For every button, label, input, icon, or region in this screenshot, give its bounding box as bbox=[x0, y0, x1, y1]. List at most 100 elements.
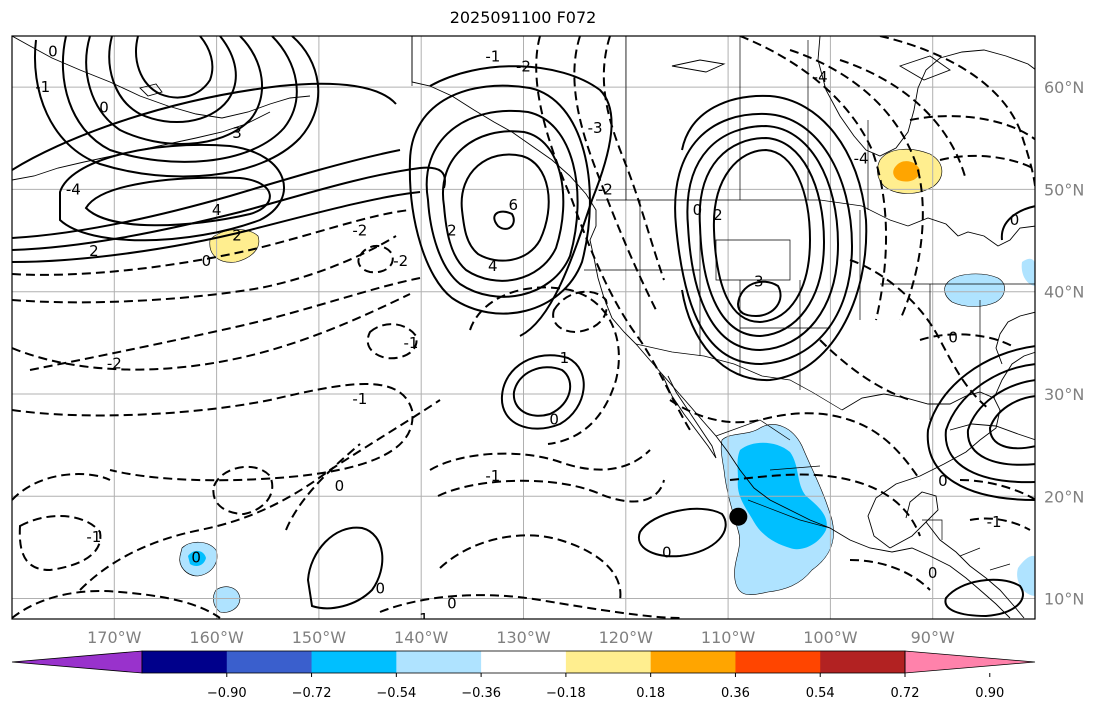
coastline-yucatan bbox=[889, 491, 939, 549]
contour-pos-10 bbox=[34, 36, 320, 178]
lat-tick-label: 30°N bbox=[1044, 385, 1084, 404]
location-marker bbox=[729, 507, 748, 526]
lon-tick-label: 170°W bbox=[87, 628, 142, 647]
longitude-tick-labels: 170°W 160°W 150°W 140°W 130°W 120°W 110°W 100°W… bbox=[87, 628, 955, 647]
contour-neg-26 bbox=[879, 36, 1035, 201]
contour-label: 0 bbox=[376, 579, 386, 597]
contour-high-130w-5 bbox=[408, 84, 591, 315]
contour-east-2 bbox=[966, 379, 1035, 466]
contour-label: 0 bbox=[662, 544, 672, 562]
border-us-mexico bbox=[635, 343, 843, 411]
contour-pos-2 bbox=[12, 191, 421, 263]
lat-tick-label: 20°N bbox=[1044, 487, 1084, 506]
contour-label: 2 bbox=[447, 221, 457, 239]
contour-neg-24 bbox=[789, 49, 924, 321]
map-frame bbox=[11, 35, 1036, 620]
contour-neg-17 bbox=[439, 534, 622, 601]
lat-tick-label: 60°N bbox=[1044, 78, 1084, 97]
contour-label: -4 bbox=[66, 180, 81, 198]
shade-pacific-blue-1 bbox=[188, 550, 206, 566]
coastline-central-america bbox=[925, 521, 1025, 619]
coastline-hudson-bay bbox=[817, 36, 1035, 157]
shade-hudson-orange bbox=[893, 161, 920, 182]
contour-label: 4 bbox=[212, 201, 222, 219]
contour-high-110w-4 bbox=[686, 124, 840, 352]
contour-neg-16 bbox=[379, 594, 681, 619]
contour-high-110w-6 bbox=[681, 94, 868, 382]
contour-neg-15 bbox=[437, 479, 665, 503]
contour-aleutian-low-outer bbox=[12, 82, 397, 171]
coastline-baja bbox=[661, 373, 717, 459]
lon-tick-label: 90°W bbox=[911, 628, 955, 647]
colorbar-tick-label: −0.72 bbox=[292, 686, 332, 701]
lon-tick-label: 100°W bbox=[803, 628, 858, 647]
contour-neg-13 bbox=[285, 443, 361, 531]
contour-neg-3 bbox=[12, 293, 411, 371]
contour-high-130w-1 bbox=[493, 210, 515, 230]
coastlines bbox=[12, 36, 1035, 619]
contour-high-130w-3 bbox=[441, 130, 565, 282]
contour-label: -2 bbox=[107, 354, 122, 372]
coastline-bering-islands bbox=[139, 55, 951, 97]
shaded-anomaly-regions bbox=[179, 148, 1035, 613]
contour-high-130w-4 bbox=[425, 109, 579, 298]
contour-neg-6 bbox=[366, 323, 418, 360]
colorbar-outline bbox=[141, 650, 906, 674]
contour-neg-18 bbox=[469, 286, 620, 445]
contour-label: -4 bbox=[854, 150, 869, 168]
colorbar-tick-label: 0.72 bbox=[891, 686, 920, 701]
contour-neg-29 bbox=[849, 259, 991, 411]
shade-east-light-blue bbox=[1021, 258, 1035, 286]
colorbar-tick-label: −0.90 bbox=[207, 686, 247, 701]
contour-pos-3 bbox=[12, 149, 401, 239]
contour-neg-31 bbox=[669, 399, 921, 481]
border-us-canada bbox=[596, 199, 909, 227]
border-canada-provinces bbox=[625, 36, 869, 210]
contour-high-110w-3 bbox=[698, 136, 826, 338]
lat-tick-label: 40°N bbox=[1044, 283, 1084, 302]
contour-neg-36 bbox=[919, 333, 1013, 347]
contour-neg-22 bbox=[552, 290, 608, 334]
coastline-north-america-west bbox=[411, 36, 1011, 619]
contour-high-130w-6 bbox=[429, 65, 613, 337]
colorbar-tick-label: 0.54 bbox=[806, 686, 835, 701]
contour-neg-12 bbox=[212, 466, 274, 516]
contour-high-110w-2 bbox=[712, 148, 812, 324]
contour-neg-1 bbox=[12, 209, 411, 276]
contour-east-4 bbox=[926, 345, 1035, 501]
coastline-gulf-of-mexico bbox=[841, 391, 1001, 549]
contour-neg-19 bbox=[535, 36, 691, 431]
contour-neg-4 bbox=[29, 277, 421, 371]
lon-tick-label: 160°W bbox=[189, 628, 244, 647]
contour-neg-14 bbox=[429, 449, 651, 471]
contour-label: -1 bbox=[35, 78, 50, 96]
lon-tick-label: 140°W bbox=[394, 628, 449, 647]
contour-pos-9 bbox=[62, 36, 298, 163]
colorbar-tick-label: −0.36 bbox=[461, 686, 501, 701]
colorbar-segment bbox=[735, 651, 821, 673]
contour-label: -4 bbox=[813, 68, 828, 86]
contour-pos-4 bbox=[84, 176, 271, 227]
coastline-east bbox=[995, 311, 1035, 365]
contour-pos-7 bbox=[108, 36, 237, 124]
contour-east-3 bbox=[944, 363, 1035, 484]
contour-label: 3 bbox=[754, 272, 764, 290]
contour-se-1 bbox=[944, 578, 1024, 618]
coastline-alaska bbox=[12, 36, 311, 119]
contour-label: 2 bbox=[232, 226, 242, 244]
contour-neg-32 bbox=[729, 473, 921, 537]
contour-label: 0 bbox=[938, 472, 948, 490]
contour-label: -1 bbox=[86, 528, 101, 546]
contour-label: 6 bbox=[508, 196, 518, 214]
contour-labels: 23420-2-10-2-2-1-164210-100-100-2-1-3-20… bbox=[35, 42, 1019, 619]
colorbar-segment bbox=[650, 651, 736, 673]
colorbar: −0.90 −0.72 −0.54 −0.36 −0.18 0.18 0.36 0.54 0.7… bbox=[11, 650, 1036, 701]
contour-label: 0 bbox=[928, 564, 938, 582]
contour-neg-33 bbox=[849, 559, 931, 591]
contour-neg-20 bbox=[573, 36, 657, 311]
contour-sub-4 bbox=[306, 526, 384, 610]
contour-label: 3 bbox=[232, 124, 242, 142]
lon-tick-label: 130°W bbox=[496, 628, 551, 647]
contour-label: 0 bbox=[202, 252, 212, 270]
